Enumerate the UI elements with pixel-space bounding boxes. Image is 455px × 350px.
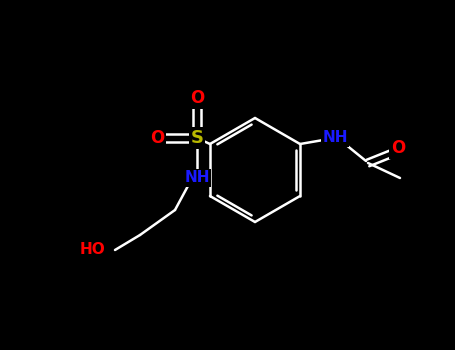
Text: NH: NH	[322, 131, 348, 146]
Text: O: O	[391, 139, 405, 157]
Text: O: O	[150, 129, 164, 147]
Text: NH: NH	[184, 170, 210, 186]
Text: S: S	[191, 129, 203, 147]
Text: O: O	[190, 89, 204, 107]
Text: HO: HO	[79, 243, 105, 258]
